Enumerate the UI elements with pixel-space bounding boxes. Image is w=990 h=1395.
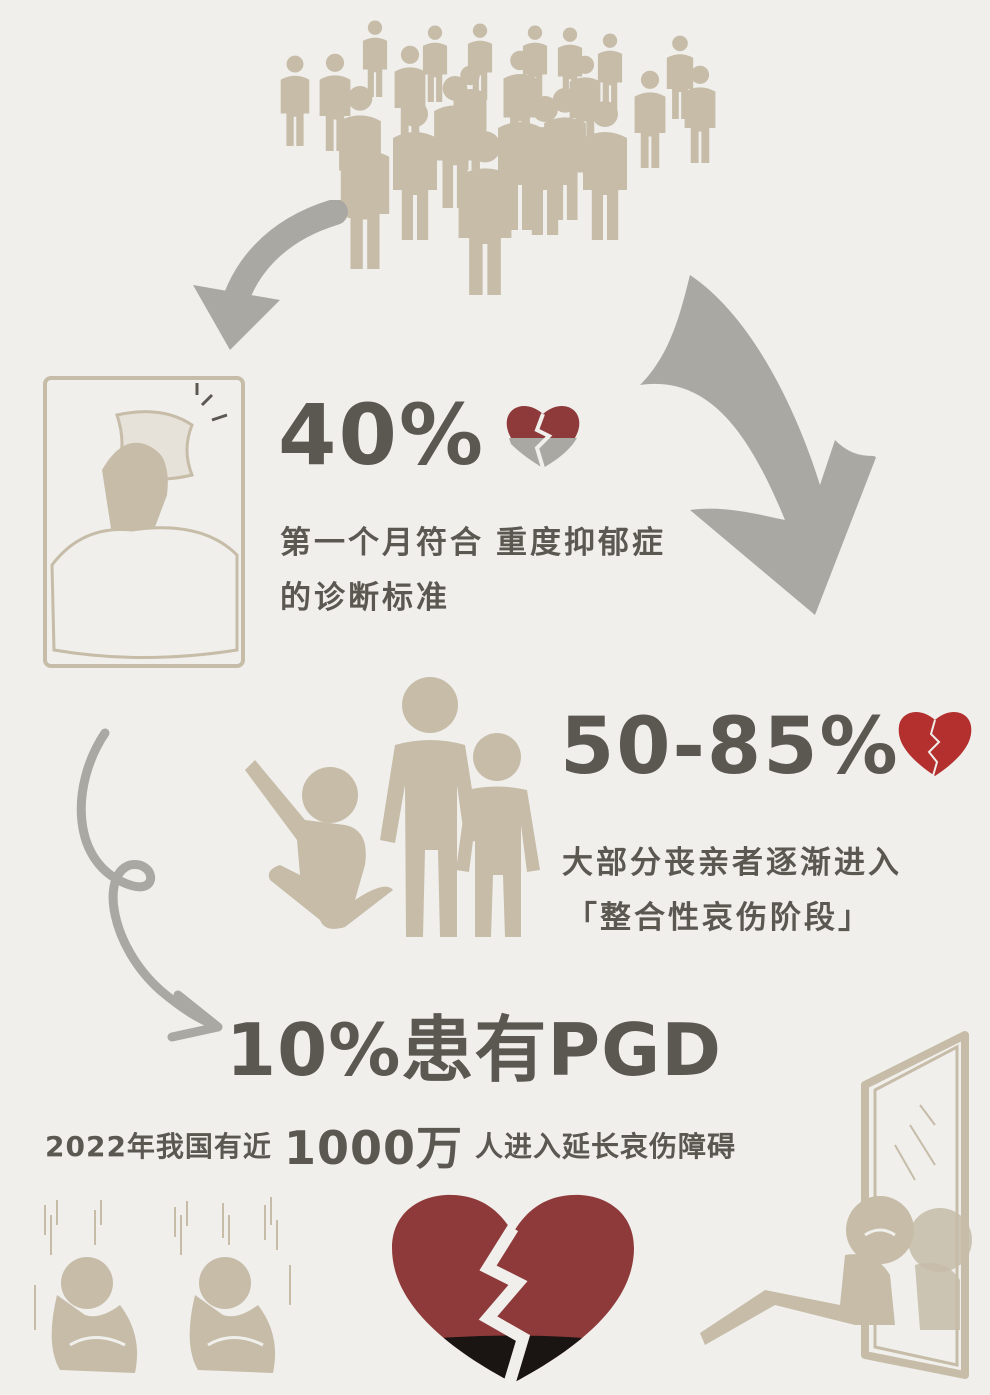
section2-caption-line1: 大部分丧亲者逐渐进入 [562,845,902,881]
person-in-bed-icon [43,376,245,668]
crowd-person [684,65,716,163]
broken-heart-icon [506,406,580,469]
percent-50-85: 50-85% [560,702,900,792]
crowd-person [340,116,390,269]
crowd-person [394,45,426,143]
large-broken-heart-icon [392,1194,634,1388]
crowd-person [393,101,437,240]
big-arrow-icon [640,275,876,615]
mirror-person-icon [700,1031,972,1379]
crowd-person [362,20,388,97]
section2-caption-line2: 「整合性哀伤阶段」 [566,900,872,936]
family-icon [245,677,540,937]
pgd-stat-line: 2022年我国有近 1000万 人进入延长哀伤障碍 [45,1112,736,1178]
curved-arrow-icon [193,200,348,350]
crowd-icon [280,20,716,295]
crowd-person [458,131,512,295]
crowd-person [523,96,567,235]
stat-suffix: 人进入延长哀伤障碍 [474,1130,736,1163]
stat-prefix: 2022年我国有近 [45,1130,272,1163]
headline-pgd: 10%患有PGD [226,1008,722,1092]
cracked-heart-icon [898,712,972,777]
sad-people-icon [34,1197,291,1373]
percent-40: 40% [278,386,486,484]
caption-highlight: 重度抑郁症 [496,525,666,561]
crowd-person [422,25,448,102]
stat-number: 1000万 [283,1121,463,1175]
crowd-person [634,70,666,168]
crowd-person [597,33,623,110]
swirl-arrow-icon [76,728,223,1042]
crowd-person [280,55,310,146]
crowd-person [467,23,493,100]
crowd-person [583,101,627,240]
caption-text: 第一个月符合 [280,525,484,561]
section1-caption-line2: 的诊断标准 [280,580,450,616]
section1-caption-line1: 第一个月符合 重度抑郁症 [280,523,666,563]
